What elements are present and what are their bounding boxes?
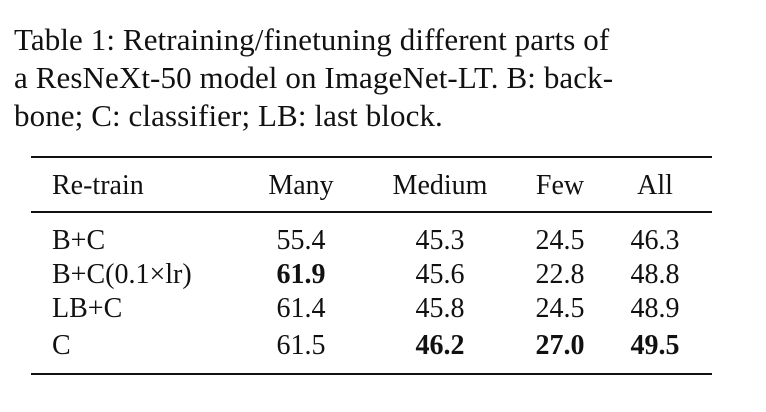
caption-line: Table 1: Retraining/finetuning different… (14, 22, 610, 57)
table-caption: Table 1: Retraining/finetuning different… (14, 21, 754, 135)
header-medium: Medium (392, 170, 488, 201)
cell-many: 61.5 (276, 330, 326, 361)
table-top-rule (31, 156, 712, 158)
caption-line: a ResNeXt-50 model on ImageNet-LT. B: ba… (14, 60, 614, 95)
cell-few-best: 27.0 (535, 330, 585, 361)
cell-few: 22.8 (535, 259, 585, 290)
header-few: Few (535, 170, 585, 201)
header-retrain: Re-train (52, 170, 144, 201)
cell-many: 61.4 (276, 293, 326, 324)
cell-medium: 45.6 (415, 259, 465, 290)
cell-medium: 45.3 (415, 225, 465, 256)
cell-all: 46.3 (630, 225, 680, 256)
table-bottom-rule (31, 373, 712, 375)
cell-many: 55.4 (276, 225, 326, 256)
row-label: C (52, 330, 71, 361)
caption-line: bone; C: classifier; LB: last block. (14, 98, 443, 133)
row-label: B+C(0.1×lr) (52, 259, 192, 290)
header-all: All (637, 170, 673, 201)
row-label: LB+C (52, 293, 123, 324)
cell-all: 48.9 (630, 293, 680, 324)
cell-many-best: 61.9 (276, 259, 326, 290)
header-many: Many (268, 170, 334, 201)
cell-medium: 45.8 (415, 293, 465, 324)
row-label: B+C (52, 225, 106, 256)
cell-all: 48.8 (630, 259, 680, 290)
cell-few: 24.5 (535, 293, 585, 324)
cell-all-best: 49.5 (630, 330, 680, 361)
cell-medium-best: 46.2 (415, 330, 465, 361)
cell-few: 24.5 (535, 225, 585, 256)
table-header-rule (31, 211, 712, 213)
